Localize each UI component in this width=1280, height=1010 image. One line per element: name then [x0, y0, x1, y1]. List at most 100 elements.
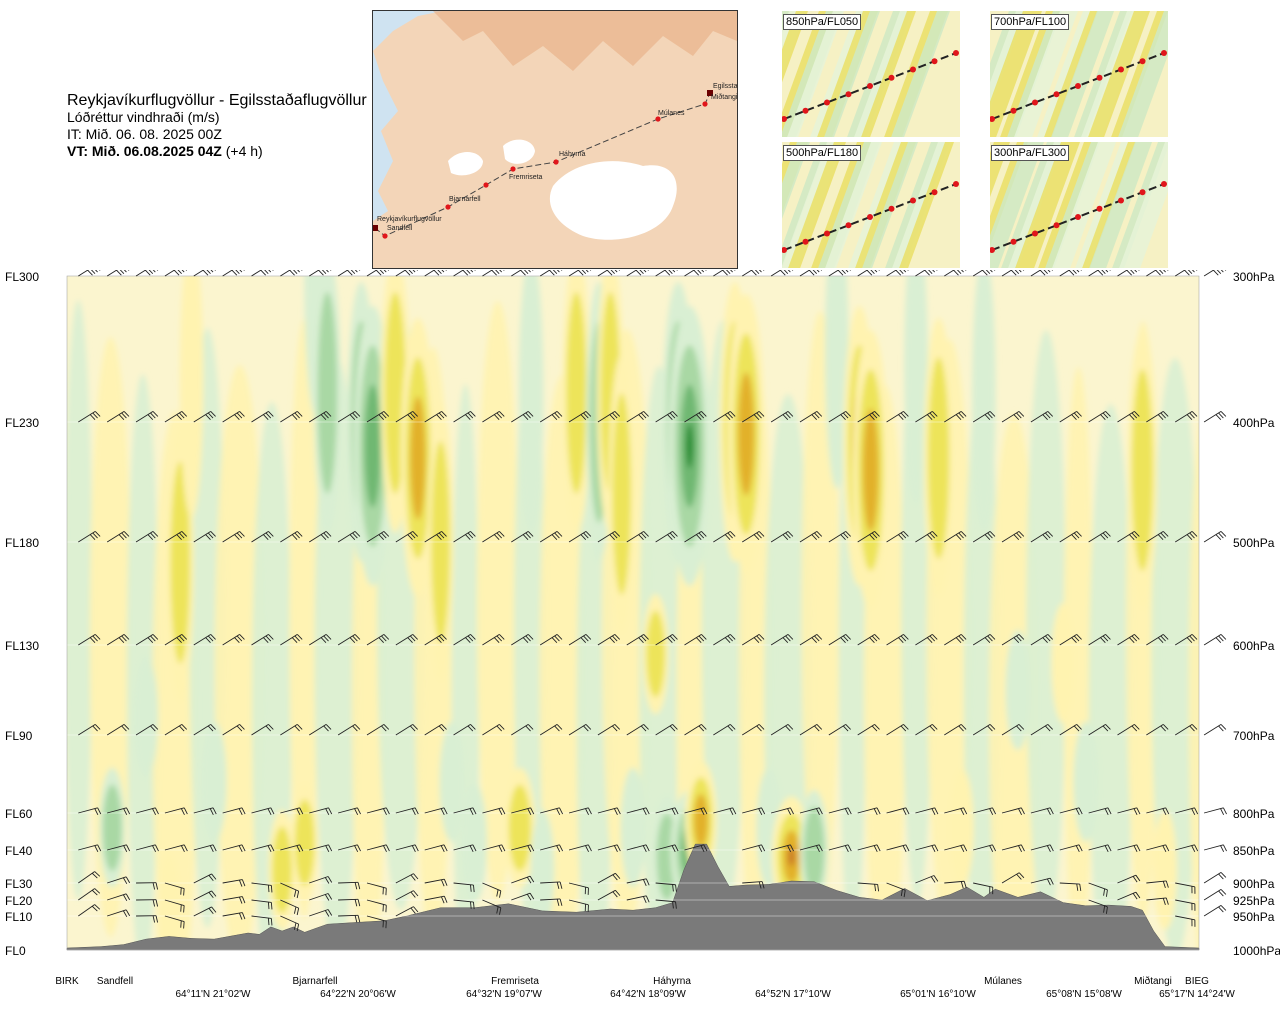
minimap-300-label: 300hPa/FL300 — [991, 145, 1069, 161]
minimap-waypoint — [1097, 206, 1103, 212]
map-station-label: Háhyrna — [559, 151, 586, 158]
minimap-waypoint — [910, 198, 916, 204]
y-right-label: 300hPa — [1233, 270, 1275, 284]
x-coordinate-label: 64°42'N 18°09'W — [610, 989, 686, 1000]
y-right-label: 1000hPa — [1233, 944, 1280, 958]
wind-barb-feather — [1223, 808, 1226, 814]
wind-barb-feather — [694, 270, 699, 275]
wind-barb-feather — [636, 270, 641, 275]
wind-barb-feather — [405, 270, 410, 275]
map-station-label: Fremriseta — [509, 174, 543, 181]
y-left-label: FL300 — [5, 270, 39, 284]
map-waypoint — [655, 116, 660, 121]
minimap-waypoint — [846, 91, 852, 97]
wind-barb-feather — [184, 922, 185, 929]
rising-cell — [738, 372, 754, 495]
minimap-850: 850hPa/FL050 — [782, 11, 960, 137]
minimap-waypoint — [932, 189, 938, 195]
wind-barb-feather — [117, 270, 122, 275]
y-left-label: FL230 — [5, 416, 39, 430]
map-station-label: Múlanes — [658, 110, 685, 117]
sinking-cell — [621, 768, 646, 888]
x-coordinate-label: 64°11'N 21°02'W — [175, 989, 251, 1000]
map-waypoint — [702, 101, 707, 106]
wind-barb-feather — [1221, 531, 1226, 536]
wind-barb-staff — [1204, 845, 1223, 850]
wind-barb-feather — [261, 270, 266, 275]
y-left-label: FL0 — [5, 944, 26, 958]
minimap-waypoint — [1161, 50, 1167, 56]
minimap-waypoint — [1075, 83, 1081, 89]
rising-cell — [156, 853, 181, 973]
wind-barb-feather — [1221, 724, 1226, 729]
wind-barb-feather — [1216, 638, 1221, 643]
y-left-label: FL10 — [5, 910, 33, 924]
wind-barb-feather — [268, 885, 269, 892]
y-right-label: 925hPa — [1233, 894, 1275, 908]
valid-time-bold: VT: Mið. 06.08.2025 04Z — [67, 143, 222, 159]
parameter-label: Lóðréttur vindhraði (m/s) — [67, 109, 367, 126]
wind-barb-feather — [1221, 872, 1226, 877]
x-coordinate-label: 64°32'N 19°07'W — [466, 989, 542, 1000]
wind-barb-feather — [463, 270, 468, 275]
y-left-label: FL20 — [5, 894, 33, 908]
wind-barb-staff — [1204, 872, 1221, 883]
rising-cell — [566, 292, 586, 494]
rising-cell — [694, 794, 708, 847]
map-waypoint — [483, 182, 488, 187]
wind-barb-feather — [232, 270, 237, 275]
wind-barb-feather — [1221, 846, 1224, 852]
wind-barb-feather — [145, 270, 150, 275]
wind-barb-feather — [290, 270, 295, 275]
minimap-waypoint — [824, 231, 830, 237]
minimap-waypoint — [803, 239, 809, 245]
y-left-label: FL40 — [5, 844, 33, 858]
wind-barb-feather — [578, 270, 583, 275]
wind-barb-feather — [203, 270, 208, 275]
wind-barb-feather — [1219, 726, 1224, 731]
route-map-svg: Reykjavíkurflugvöllur Sandfell Bjarnarfell… — [373, 11, 737, 268]
minimap-waypoint — [1011, 108, 1017, 114]
wind-barb-feather — [181, 905, 182, 912]
minimap-waypoint — [1075, 214, 1081, 220]
sinking-cell — [103, 785, 122, 871]
minimap-waypoint — [889, 75, 895, 81]
map-station-label: Reykjavíkurflugvöllur — [377, 216, 442, 223]
x-station-label: BIRK — [55, 976, 79, 987]
valid-time: VT: Mið. 06.08.2025 04Z (+4 h) — [67, 143, 367, 160]
map-station-label: Bjarnarfell — [449, 196, 481, 203]
map-station-label: Sandfell — [387, 225, 413, 232]
sinking-cell — [318, 292, 338, 494]
wind-barb-feather — [1219, 874, 1224, 879]
x-coordinate-label: 64°22'N 20°06'W — [320, 989, 396, 1000]
minimap-500-label: 500hPa/FL180 — [783, 145, 861, 161]
x-station-label: Háhyrna — [653, 976, 691, 987]
wind-barb-feather — [347, 270, 352, 275]
minimap-waypoint — [1140, 189, 1146, 195]
wind-barb-feather — [550, 270, 555, 275]
map-station-label: Egilssta — [713, 83, 737, 90]
chart-title-block: Reykjavíkurflugvöllur - Egilsstaðaflugvö… — [67, 92, 367, 160]
y-right-label: 850hPa — [1233, 844, 1275, 858]
wind-barb-feather — [896, 270, 901, 275]
x-coordinate-label: 65°01'N 16°10'W — [900, 989, 976, 1000]
weak-rising-band — [1188, 395, 1226, 995]
x-station-label: Múlanes — [984, 976, 1022, 987]
minimap-850-label: 850hPa/FL050 — [783, 14, 861, 30]
route-map: Reykjavíkurflugvöllur Sandfell Bjarnarfell… — [372, 10, 738, 269]
x-coordinate-label: 65°17'N 14°24'W — [1159, 989, 1235, 1000]
x-station-label: Fremriseta — [491, 976, 539, 987]
wind-barb-feather — [492, 270, 497, 275]
wind-barb-feather — [1040, 270, 1045, 275]
x-coordinate-label: 64°52'N 17°10'W — [755, 989, 831, 1000]
wind-barb-feather — [1185, 270, 1190, 275]
minimap-waypoint — [803, 108, 809, 114]
wind-barb-feather — [925, 270, 930, 275]
minimap-waypoint — [1118, 67, 1124, 73]
wind-barb-feather — [723, 270, 728, 275]
wind-barb-feather — [1216, 415, 1221, 420]
minimap-waypoint — [910, 67, 916, 73]
wind-barb-feather — [665, 270, 670, 275]
y-left-label: FL180 — [5, 536, 39, 550]
rising-cell — [1051, 603, 1075, 723]
